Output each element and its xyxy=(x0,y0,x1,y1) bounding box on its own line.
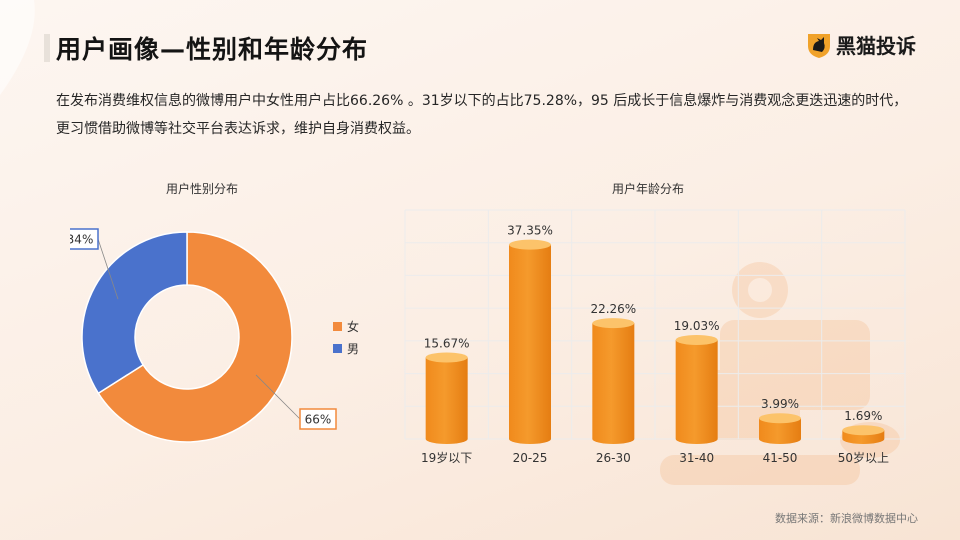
age-bar-chart: 15.67% 19岁以下 37.35% 20-25 22.26% 26-30 19.03% 3… xyxy=(392,195,932,485)
bar-data-label-0: 15.67% xyxy=(424,336,470,350)
logo-text: 黑猫投诉 xyxy=(836,34,916,58)
bar-category-label-2: 26-30 xyxy=(596,451,631,465)
bar-top-3 xyxy=(675,334,718,345)
legend-label-0: 女 xyxy=(347,319,359,334)
legend-label-1: 男 xyxy=(347,342,359,356)
cat-shield-icon xyxy=(808,33,830,58)
bar-top-0 xyxy=(425,352,468,363)
pie-label-box-0 xyxy=(299,408,337,430)
title-accent xyxy=(44,34,50,62)
legend-swatch-1 xyxy=(333,344,342,353)
bar-category-label-3: 31-40 xyxy=(679,451,714,465)
bar-2 xyxy=(592,323,635,444)
bar-top-5 xyxy=(842,425,885,436)
description-text: 在发布消费维权信息的微博用户中女性用户占比66.26% 。31岁以下的占比75.… xyxy=(56,93,908,137)
legend-swatch-0 xyxy=(333,322,342,331)
bar-4 xyxy=(759,418,801,444)
pie-leader-line-0 xyxy=(255,374,301,420)
bar-top-1 xyxy=(509,239,551,250)
bar-category-label-1: 20-25 xyxy=(513,451,548,465)
pie-chart-svg: 66% 34% 女男 xyxy=(61,228,359,443)
bar-top-4 xyxy=(759,413,801,424)
title-bar: 用户画像—性别和年龄分布 xyxy=(44,30,368,66)
bar-top-2 xyxy=(592,318,635,329)
bar-data-label-5: 1.69% xyxy=(844,409,882,423)
bar-data-label-3: 19.03% xyxy=(674,319,720,333)
corner-decoration xyxy=(0,0,35,95)
bar-data-label-4: 3.99% xyxy=(761,397,799,411)
bar-data-label-1: 37.35% xyxy=(507,224,553,238)
pie-data-label-1: 34% xyxy=(70,233,93,247)
bar-category-label-0: 19岁以下 xyxy=(421,450,472,465)
bar-category-label-5: 50岁以上 xyxy=(838,450,889,465)
bar-chart-svg: 15.67% 19岁以下 37.35% 20-25 22.26% 26-30 19.03% 3… xyxy=(404,209,906,465)
pie-chart-title: 用户性别分布 xyxy=(166,182,239,196)
bar-1 xyxy=(509,244,551,444)
gender-pie-chart: 66% 34% 女男 xyxy=(61,220,370,470)
pie-data-label-0: 66% xyxy=(305,413,332,427)
bar-data-label-2: 22.26% xyxy=(590,302,636,316)
pie-slice-1 xyxy=(81,231,188,395)
brand-logo: 黑猫投诉 xyxy=(806,30,916,59)
bar-category-label-4: 41-50 xyxy=(763,451,798,465)
page-title: 用户画像—性别和年龄分布 xyxy=(56,35,369,64)
data-source: 数据来源：新浪微博数据中心 xyxy=(775,512,918,525)
bar-chart-title: 用户年龄分布 xyxy=(612,182,685,196)
bar-0 xyxy=(425,357,468,444)
pie-slice-0 xyxy=(97,231,293,443)
pie-leader-line-1 xyxy=(97,238,119,300)
bar-3 xyxy=(675,339,718,444)
